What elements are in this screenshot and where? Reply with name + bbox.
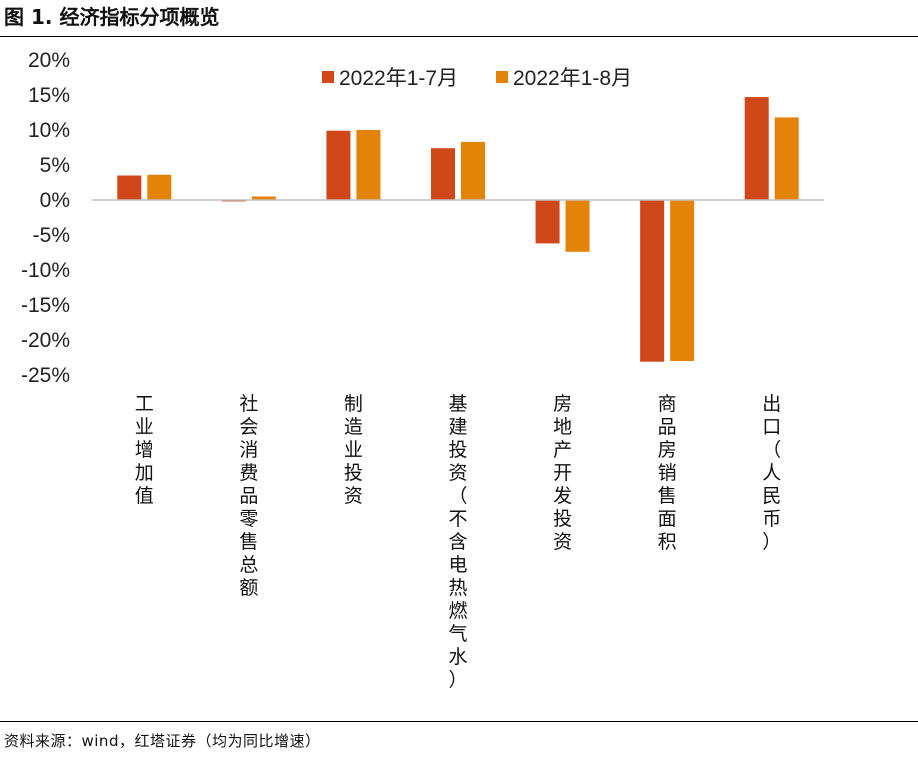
bar-chart: 20% 15% 10% 5% 0% -5% -10% -15% -20% -25% 工业增加值 社会… xyxy=(21,49,824,691)
category-label: 基建投资（不含电热燃气水） xyxy=(448,393,467,691)
y-tick-label: 20% xyxy=(28,49,70,72)
y-tick-label: -20% xyxy=(21,329,70,352)
y-tick-label: 10% xyxy=(28,119,70,142)
category-label: 房地产开发投资 xyxy=(553,393,572,553)
y-tick-label: -15% xyxy=(21,294,70,317)
category-label: 商品房销售面积 xyxy=(658,393,677,553)
bar-2-3 xyxy=(356,130,381,200)
y-tick-label: 5% xyxy=(40,154,70,177)
y-tick-label: -5% xyxy=(33,224,70,247)
y-tick-label: 15% xyxy=(28,84,70,107)
bar-2-7 xyxy=(774,117,799,200)
legend-swatch-1 xyxy=(322,71,334,83)
y-tick-label: 0% xyxy=(40,189,70,212)
bar-1-7 xyxy=(744,97,769,200)
bottom-rule xyxy=(0,721,918,722)
bar-1-3 xyxy=(326,130,351,200)
category-label: 工业增加值 xyxy=(135,393,154,507)
bar-1-5 xyxy=(535,200,560,244)
legend-label-2: 2022年1-8月 xyxy=(513,67,632,90)
bars xyxy=(117,97,799,362)
bar-1-1 xyxy=(117,175,142,200)
figure-title: 图 1. 经济指标分项概览 xyxy=(4,5,220,29)
y-tick-label: -10% xyxy=(21,259,70,282)
bar-2-2 xyxy=(251,196,276,200)
bar-2-6 xyxy=(670,200,695,361)
bar-1-6 xyxy=(640,200,665,362)
top-rule xyxy=(0,36,918,37)
bar-1-4 xyxy=(431,148,455,200)
y-axis: 20% 15% 10% 5% 0% -5% -10% -15% -20% -25% xyxy=(21,49,70,387)
category-label: 出口（人民币） xyxy=(762,393,781,553)
bar-2-5 xyxy=(565,200,590,252)
legend-swatch-2 xyxy=(496,71,508,83)
legend: 2022年1-7月 2022年1-8月 xyxy=(322,67,632,90)
category-labels: 工业增加值 社会消费品零售总额 制造业投资 基建投资（不含电热燃气水） 房地产开发投资 商… xyxy=(135,393,781,691)
y-tick-label: -25% xyxy=(21,364,70,387)
bar-2-1 xyxy=(147,174,172,200)
category-label: 社会消费品零售总额 xyxy=(239,393,258,599)
legend-label-1: 2022年1-7月 xyxy=(339,67,458,90)
bar-2-4 xyxy=(461,141,485,200)
source-note: 资料来源：wind，红塔证券（均为同比增速） xyxy=(4,732,321,750)
category-label: 制造业投资 xyxy=(344,393,363,507)
